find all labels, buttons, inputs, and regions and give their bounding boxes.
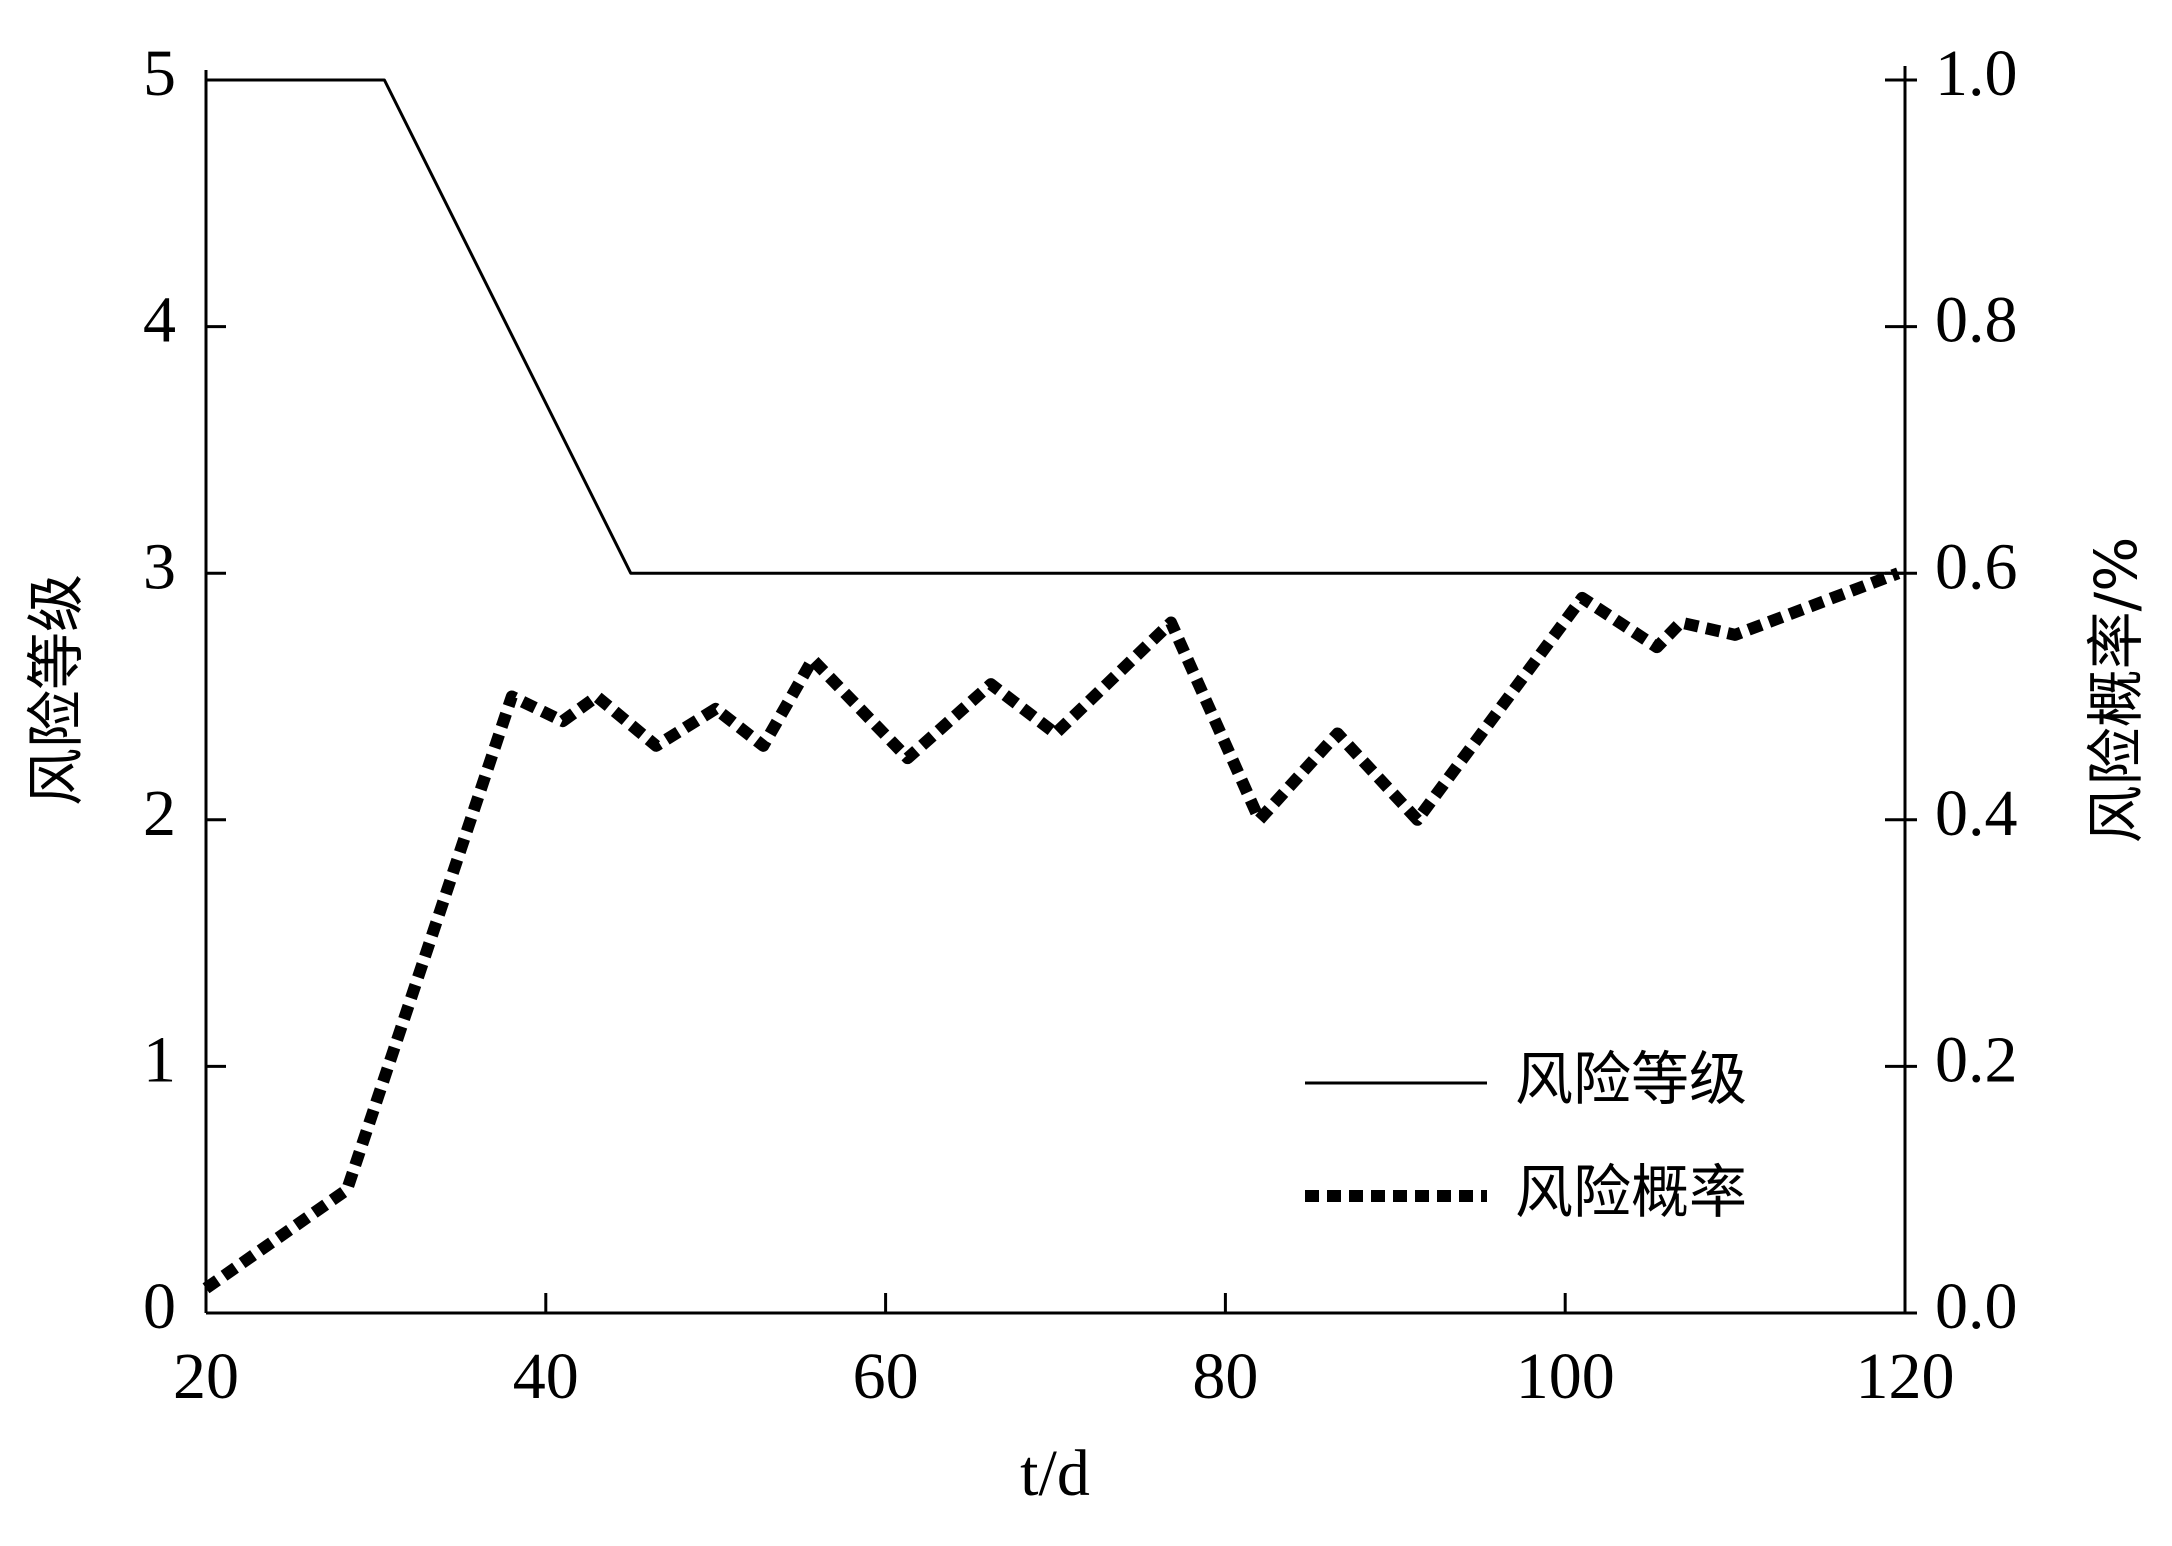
y-tick-label: 4 [143,284,176,357]
y-tick-label: 5 [143,37,176,110]
y-tick-label: 0 [143,1270,176,1343]
y2-tick-label: 0.8 [1935,284,2018,357]
legend-label: 风险等级 [1515,1045,1747,1113]
x-tick-label: 40 [513,1340,579,1413]
x-tick-label: 100 [1516,1340,1615,1413]
y2-axis-title: 风险概率/% [2082,537,2150,844]
y2-tick-label: 0.0 [1935,1270,2018,1343]
x-axis-title: t/d [1020,1437,1090,1510]
series-line [206,78,1905,575]
y-axis-title: 风险等级 [22,574,90,806]
y2-tick-label: 0.4 [1935,777,2018,850]
y-tick-label: 3 [143,530,176,603]
x-tick-label: 120 [1856,1340,1955,1413]
x-tick-label: 60 [853,1340,919,1413]
x-tick-label: 20 [173,1340,239,1413]
series-line [202,567,1901,1294]
x-tick-label: 80 [1192,1340,1258,1413]
y2-tick-label: 0.2 [1935,1024,2018,1097]
y2-tick-label: 1.0 [1935,37,2018,110]
y-tick-label: 1 [143,1024,176,1097]
y-tick-label: 2 [143,777,176,850]
y2-tick-label: 0.6 [1935,530,2018,603]
legend-label: 风险概率 [1515,1158,1747,1226]
